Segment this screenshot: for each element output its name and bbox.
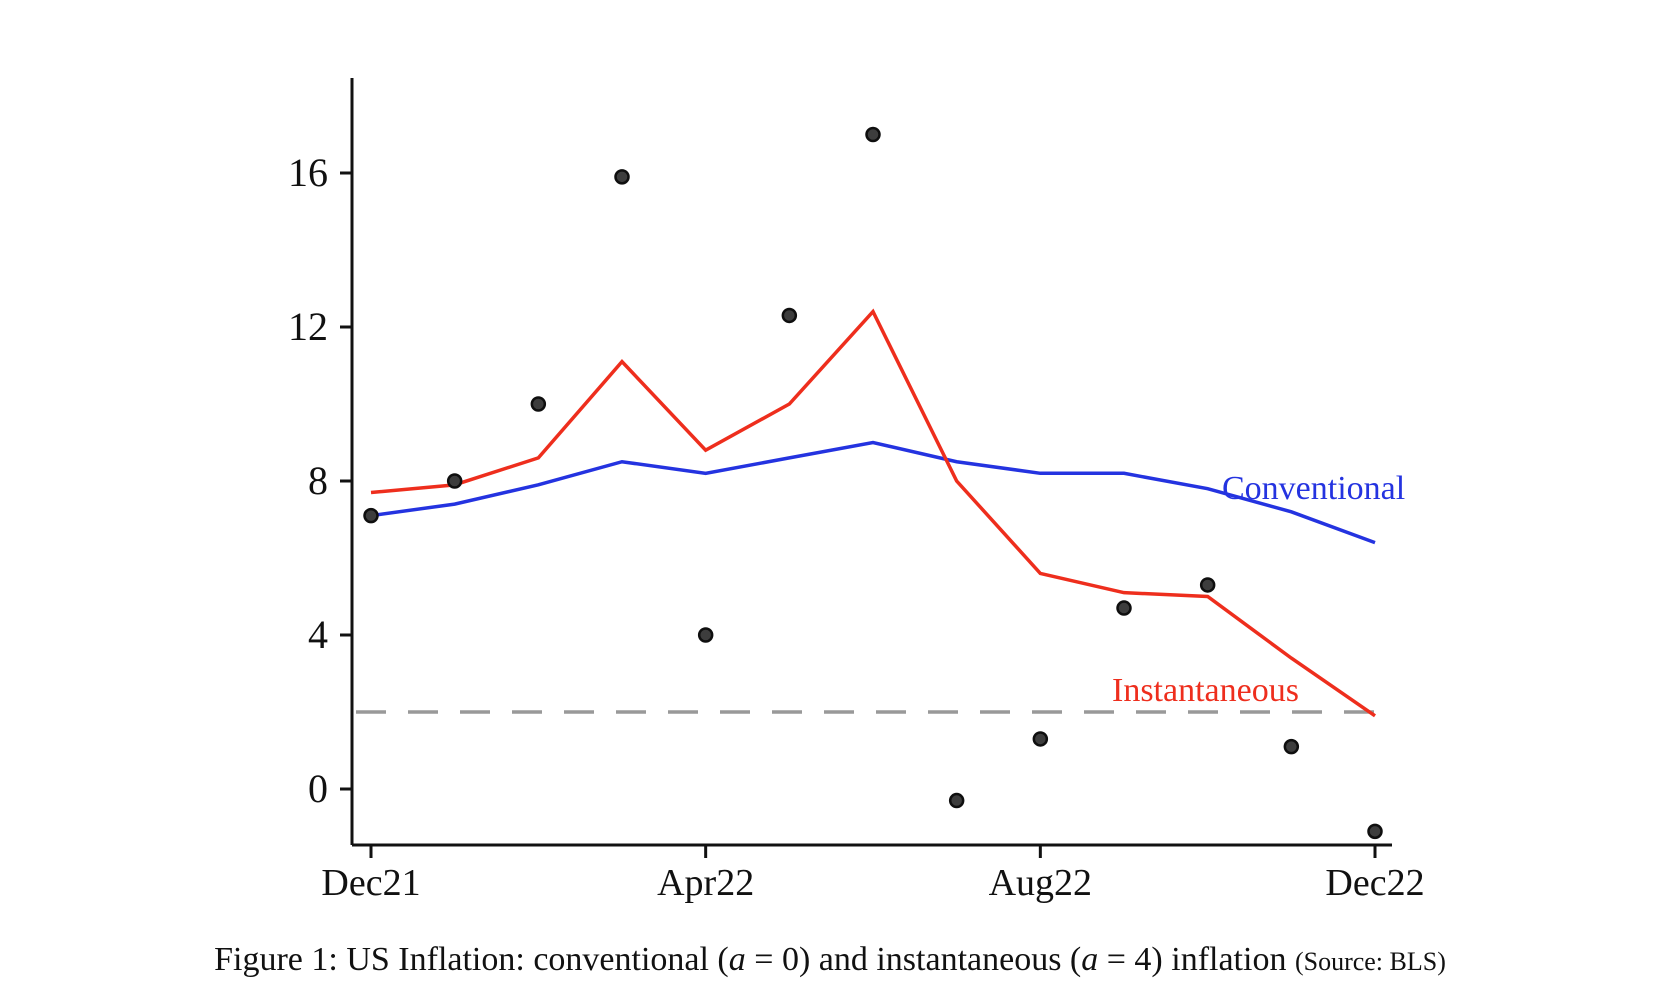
x-tick-label: Dec21 xyxy=(321,862,420,904)
scatter-dot xyxy=(865,126,881,143)
instantaneous-label: Instantaneous xyxy=(1112,672,1299,709)
caption-math-a1: a xyxy=(728,941,746,978)
x-tick-label: Apr22 xyxy=(657,862,754,904)
instantaneous-line xyxy=(370,308,1376,718)
scatter-dot xyxy=(446,473,463,489)
y-tick-label: 8 xyxy=(308,458,328,503)
figure-caption: Figure 1: US Inflation: conventional (a … xyxy=(0,941,1660,979)
scatter-dot xyxy=(614,169,630,185)
scatter-dot xyxy=(1199,577,1216,593)
scatter-dot xyxy=(948,792,965,809)
y-tick-label: 4 xyxy=(308,612,328,657)
conventional-line xyxy=(370,440,1376,545)
scatter-dot xyxy=(1032,731,1049,747)
scatter-dot xyxy=(530,396,547,412)
x-tick-label: Aug22 xyxy=(989,862,1092,904)
scatter-dot xyxy=(1116,600,1132,616)
scatter-dot xyxy=(363,507,379,524)
y-tick-label: 0 xyxy=(308,766,328,811)
caption-text: = 4) inflation xyxy=(1098,941,1295,978)
caption-text: = 0) and instantaneous ( xyxy=(745,941,1082,978)
x-tick-label: Dec22 xyxy=(1325,862,1424,904)
y-tick-label: 12 xyxy=(288,304,328,349)
scatter-dot xyxy=(1367,823,1383,840)
caption-source: (Source: BLS) xyxy=(1294,947,1446,976)
scatter-dot xyxy=(697,627,714,643)
scatter-dot xyxy=(1283,738,1300,755)
conventional-label: Conventional xyxy=(1222,470,1405,507)
y-tick-label: 16 xyxy=(288,150,328,195)
scatter-dot xyxy=(781,307,798,324)
caption-text: Figure 1: US Inflation: conventional ( xyxy=(214,941,729,978)
inflation-chart: 0 4 8 12 16 Dec21 Apr22 Aug22 Dec22 Conventional I… xyxy=(288,78,1425,904)
caption-math-a2: a xyxy=(1081,941,1099,978)
